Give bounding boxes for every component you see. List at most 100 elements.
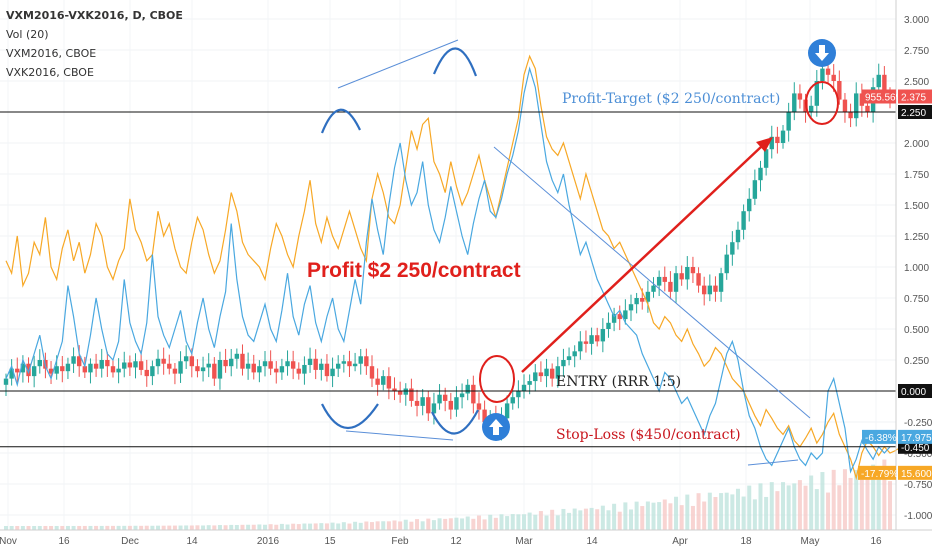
y-tick-label: 0.500 [904, 325, 929, 336]
volume-bar [20, 525, 25, 530]
volume-bar [43, 525, 48, 530]
annotation-marks [479, 39, 839, 441]
candle-body [442, 394, 448, 401]
volume-bar [398, 521, 403, 530]
candle-body [837, 81, 842, 100]
y-tick-label: 1.750 [904, 170, 929, 181]
volume-bar [781, 482, 786, 530]
volume-bar [217, 525, 222, 530]
candle-body [319, 363, 324, 370]
candle-body [116, 368, 121, 373]
volume-bar [336, 523, 341, 530]
candle-body [229, 358, 234, 367]
descending-trendline [493, 146, 811, 419]
candle-body [200, 367, 206, 372]
volume-bar [184, 525, 189, 530]
orange-pct-badge-text: -17.79% [861, 469, 898, 480]
candle-body [341, 361, 347, 364]
candle-body [758, 167, 763, 181]
top-pct-badge: 955.56% [862, 89, 905, 104]
candle-body [133, 361, 138, 368]
volume-bar [369, 522, 374, 530]
candle-body [268, 361, 273, 369]
volume-bar [578, 510, 583, 530]
volume-bar [505, 516, 510, 530]
volume-bar [871, 464, 876, 530]
volume-bar [538, 511, 543, 530]
candle-body [245, 363, 251, 369]
volume-bar [409, 521, 414, 530]
symbol-title: VXM2016-VXK2016, D, CBOE [6, 9, 183, 22]
volume-bar [527, 512, 532, 530]
volume-bar [437, 518, 442, 530]
trendlines [320, 39, 811, 466]
volume-bar [600, 505, 605, 530]
candle-body [566, 356, 572, 360]
volume-bar [71, 525, 76, 530]
candle-body [386, 376, 392, 389]
candle-body [634, 298, 639, 305]
candle-body [144, 369, 149, 377]
volume-bar [662, 499, 667, 530]
volume-bar [555, 515, 560, 530]
volume-bar [195, 525, 200, 530]
candle-body [589, 335, 594, 344]
volume-bar [240, 524, 245, 530]
volume-bar [792, 483, 797, 530]
profit-arrow-head [756, 137, 773, 152]
volume-bar [9, 526, 14, 530]
candle-body [848, 112, 853, 119]
level-lines [0, 111, 896, 448]
volume-bar [60, 525, 65, 530]
volume-bar [769, 482, 774, 530]
time-axis: Nov 16 Dec 14 2016 15 Feb 12 Mar 14 Apr 18 May 16 [0, 529, 932, 547]
top-arc-right [432, 47, 478, 77]
volume-bar [358, 522, 363, 530]
volume-bar [674, 496, 679, 530]
series1-legend: VXM2016, CBOE [6, 47, 97, 60]
y-tick-label: 2.000 [904, 139, 929, 150]
volume-bar [212, 525, 217, 530]
top-value-badge-text: 2.375 [901, 93, 926, 104]
x-tick-label: 14 [186, 536, 198, 547]
candle-body [623, 310, 628, 320]
volume-bar [859, 470, 864, 530]
volume-bar [735, 488, 740, 530]
candle-body [651, 285, 656, 292]
candle-body [403, 388, 408, 395]
candle-body [448, 400, 454, 410]
volume-bar [752, 499, 757, 530]
volume-bars [4, 459, 892, 530]
price-badges: 955.56%2.375 2.250 0.000 -0.450 -6.38% 17.975… [858, 89, 932, 480]
volume-bar [764, 496, 769, 530]
candle-body [307, 358, 313, 365]
top-value-badge: 2.375 [898, 89, 932, 104]
candle-body [71, 356, 76, 364]
volume-bar [595, 509, 600, 530]
x-tick-label: 2016 [257, 536, 280, 547]
arrow-down-icon [815, 45, 829, 61]
candle-body [105, 360, 110, 367]
volume-bar [747, 485, 752, 530]
orange-value-badge: 15.600 [898, 465, 932, 480]
buy-arrow-icon [482, 413, 510, 441]
candle-body [555, 366, 560, 379]
volume-bar [392, 520, 397, 530]
volume-bar [888, 481, 892, 530]
volume-bar [167, 525, 172, 530]
volume-bar [77, 525, 82, 530]
volume-bar [707, 492, 712, 530]
candle-body [820, 68, 825, 81]
candle-body [76, 356, 82, 367]
candle-body [31, 366, 37, 377]
volume-bar [454, 517, 459, 530]
candle-body [876, 74, 881, 88]
candle-body [814, 81, 820, 106]
candle-body [696, 273, 701, 286]
candle-body [437, 394, 442, 404]
candle-body [26, 363, 31, 377]
candle-body [516, 391, 521, 398]
top-pct-badge-text: 955.56% [865, 93, 905, 104]
candle-body [426, 397, 431, 414]
